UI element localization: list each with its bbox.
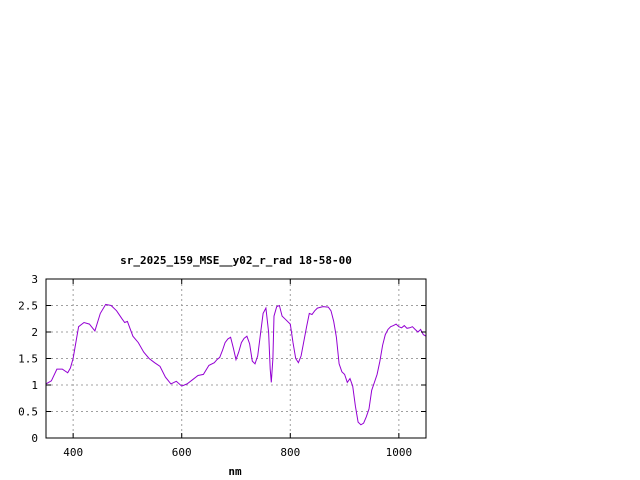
y-tick-label: 1.5 <box>18 353 38 366</box>
y-tick-label: 0.5 <box>18 406 38 419</box>
x-tick-label: 400 <box>63 446 83 459</box>
chart-title: sr_2025_159_MSE__y02_r_rad 18-58-00 <box>120 254 352 267</box>
y-tick-label: 1 <box>31 379 38 392</box>
x-tick-label: 600 <box>172 446 192 459</box>
series-layer <box>45 303 427 426</box>
x-tick-label: 800 <box>280 446 300 459</box>
x-axis-label: nm <box>228 465 242 478</box>
series-line <box>45 303 427 426</box>
y-tick-label: 2 <box>31 326 38 339</box>
x-tick-label: 1000 <box>386 446 413 459</box>
y-tick-label: 2.5 <box>18 300 38 313</box>
y-tick-label: 0 <box>31 432 38 445</box>
y-tick-label: 3 <box>31 273 38 286</box>
axis-ticks: 0 0.5 1 1.5 2 2.5 3 400 600 800 1000 <box>18 273 426 459</box>
grid <box>46 279 426 438</box>
